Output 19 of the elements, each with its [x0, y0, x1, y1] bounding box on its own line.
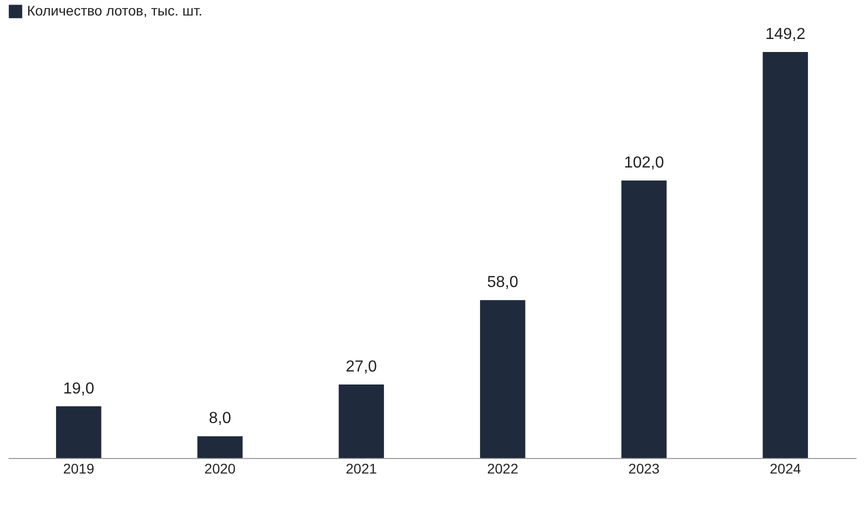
- data-label: 19,0: [63, 380, 94, 398]
- data-label: 58,0: [487, 274, 518, 292]
- x-tick-label: 2020: [204, 460, 236, 476]
- x-tick-label: 2021: [346, 460, 378, 476]
- data-label: 102,0: [624, 154, 664, 172]
- x-tick-label: 2023: [628, 460, 660, 476]
- bar: [197, 436, 243, 458]
- x-tick-label: 2019: [63, 460, 94, 476]
- x-tick-label: 2022: [487, 460, 518, 476]
- x-tick-label: 2024: [770, 460, 802, 476]
- data-label: 27,0: [346, 358, 378, 376]
- bar: [56, 406, 102, 458]
- data-label: 149,2: [765, 26, 806, 43]
- bar: [762, 52, 808, 458]
- legend-label: Количество лотов, тыс. шт.: [27, 2, 202, 18]
- bar: [480, 300, 526, 458]
- bar: [338, 384, 384, 458]
- data-label: 8,0: [208, 410, 232, 428]
- bar: [621, 180, 667, 458]
